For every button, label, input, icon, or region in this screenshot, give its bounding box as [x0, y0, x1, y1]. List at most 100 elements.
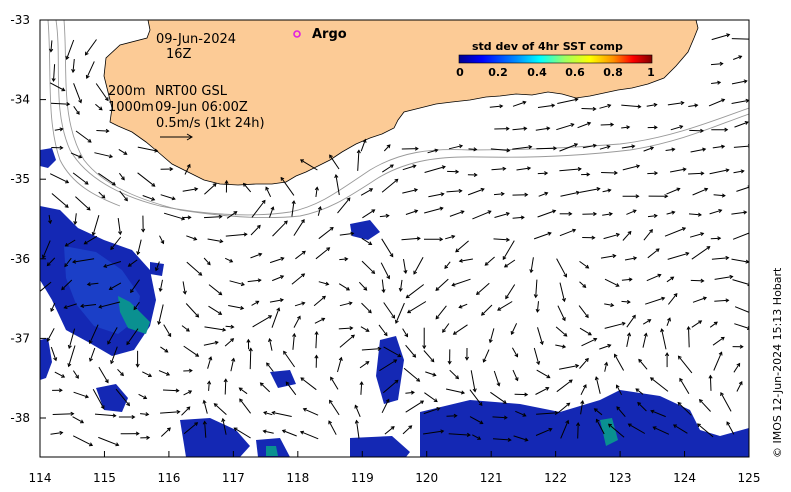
current-arrow — [642, 319, 652, 325]
current-arrow — [313, 295, 326, 307]
current-arrow — [318, 227, 334, 240]
current-arrow — [424, 165, 446, 173]
current-arrow — [579, 281, 587, 288]
current-arrow — [594, 376, 601, 394]
current-arrow — [142, 371, 153, 377]
current-arrow — [384, 426, 395, 435]
current-arrow — [383, 302, 396, 319]
current-arrow — [118, 172, 125, 181]
current-arrow — [269, 256, 285, 264]
current-arrow — [262, 429, 274, 434]
current-arrow — [732, 344, 744, 349]
current-arrow — [203, 214, 223, 219]
current-arrow — [130, 279, 140, 294]
current-arrow — [493, 191, 505, 197]
current-arrow — [711, 255, 730, 261]
current-arrow — [73, 213, 78, 226]
current-arrow — [228, 305, 245, 310]
current-arrow — [733, 55, 743, 60]
current-arrow — [203, 340, 219, 346]
x-tick-label: 120 — [415, 471, 438, 485]
current-arrow — [621, 277, 633, 282]
current-arrow — [133, 301, 140, 311]
current-arrow — [448, 144, 464, 150]
current-arrow — [54, 371, 66, 378]
current-arrow — [626, 332, 632, 348]
current-arrow — [622, 194, 640, 199]
current-arrow — [160, 166, 174, 172]
current-arrow — [512, 100, 527, 107]
current-arrow — [512, 369, 519, 382]
current-arrow — [339, 334, 355, 348]
current-arrow — [160, 409, 181, 415]
current-arrow — [280, 176, 295, 196]
current-arrow — [709, 209, 723, 215]
current-arrow — [202, 399, 208, 414]
current-arrow — [318, 281, 330, 286]
current-arrow — [117, 218, 123, 236]
current-arrow — [160, 346, 169, 353]
current-arrow — [402, 328, 409, 338]
current-arrow — [427, 148, 439, 154]
current-arrow — [638, 358, 648, 370]
current-arrow — [137, 146, 159, 153]
current-arrow — [185, 303, 200, 318]
current-arrow — [488, 328, 495, 344]
current-arrow — [600, 122, 615, 127]
current-arrow — [271, 410, 292, 417]
current-arrow — [72, 172, 89, 185]
current-arrow — [714, 298, 730, 303]
current-arrow — [424, 392, 438, 403]
current-arrow — [512, 192, 529, 197]
current-arrow — [118, 414, 136, 420]
current-arrow — [110, 346, 118, 365]
current-arrow — [559, 211, 573, 216]
current-arrow — [337, 356, 343, 373]
current-arrow — [183, 368, 193, 373]
current-arrow — [51, 145, 64, 150]
x-tick-label: 121 — [480, 471, 503, 485]
current-arrow — [381, 238, 394, 258]
current-arrow — [691, 320, 703, 328]
current-arrow — [616, 406, 626, 418]
current-arrow — [203, 257, 211, 266]
current-arrow — [186, 261, 203, 276]
current-arrow — [224, 338, 235, 347]
current-arrow — [295, 250, 306, 260]
current-arrow — [560, 190, 581, 197]
current-arrow — [581, 337, 598, 347]
current-arrow — [263, 411, 273, 416]
current-arrow — [75, 196, 91, 211]
current-arrow — [621, 125, 631, 130]
current-arrow — [381, 398, 390, 414]
current-arrow — [602, 188, 612, 193]
current-arrow — [688, 212, 702, 217]
current-arrow — [714, 274, 734, 280]
current-arrow — [403, 367, 421, 382]
current-arrow — [482, 349, 490, 363]
x-tick-label: 116 — [157, 471, 180, 485]
current-arrow — [42, 240, 51, 259]
current-arrow — [360, 326, 370, 332]
current-arrow — [281, 429, 297, 437]
colorbar-tick: 0 — [456, 66, 464, 79]
current-arrow — [493, 237, 511, 242]
x-tick-label: 118 — [286, 471, 309, 485]
current-arrow — [446, 413, 458, 418]
current-arrow — [556, 123, 575, 131]
current-arrow — [472, 210, 492, 220]
current-arrow — [272, 275, 285, 282]
annotation-product-time: 09-Jun 06:00Z — [155, 100, 248, 115]
current-arrow — [158, 279, 163, 293]
current-arrow — [660, 328, 667, 350]
current-arrow — [503, 259, 516, 268]
current-arrow — [599, 103, 612, 109]
current-arrow — [492, 437, 512, 442]
current-arrow — [138, 393, 148, 400]
current-arrow — [162, 388, 180, 393]
current-arrow — [381, 279, 386, 294]
current-arrow — [578, 305, 589, 319]
current-arrow — [627, 423, 646, 434]
current-arrow — [338, 283, 351, 291]
current-arrow — [665, 147, 676, 152]
